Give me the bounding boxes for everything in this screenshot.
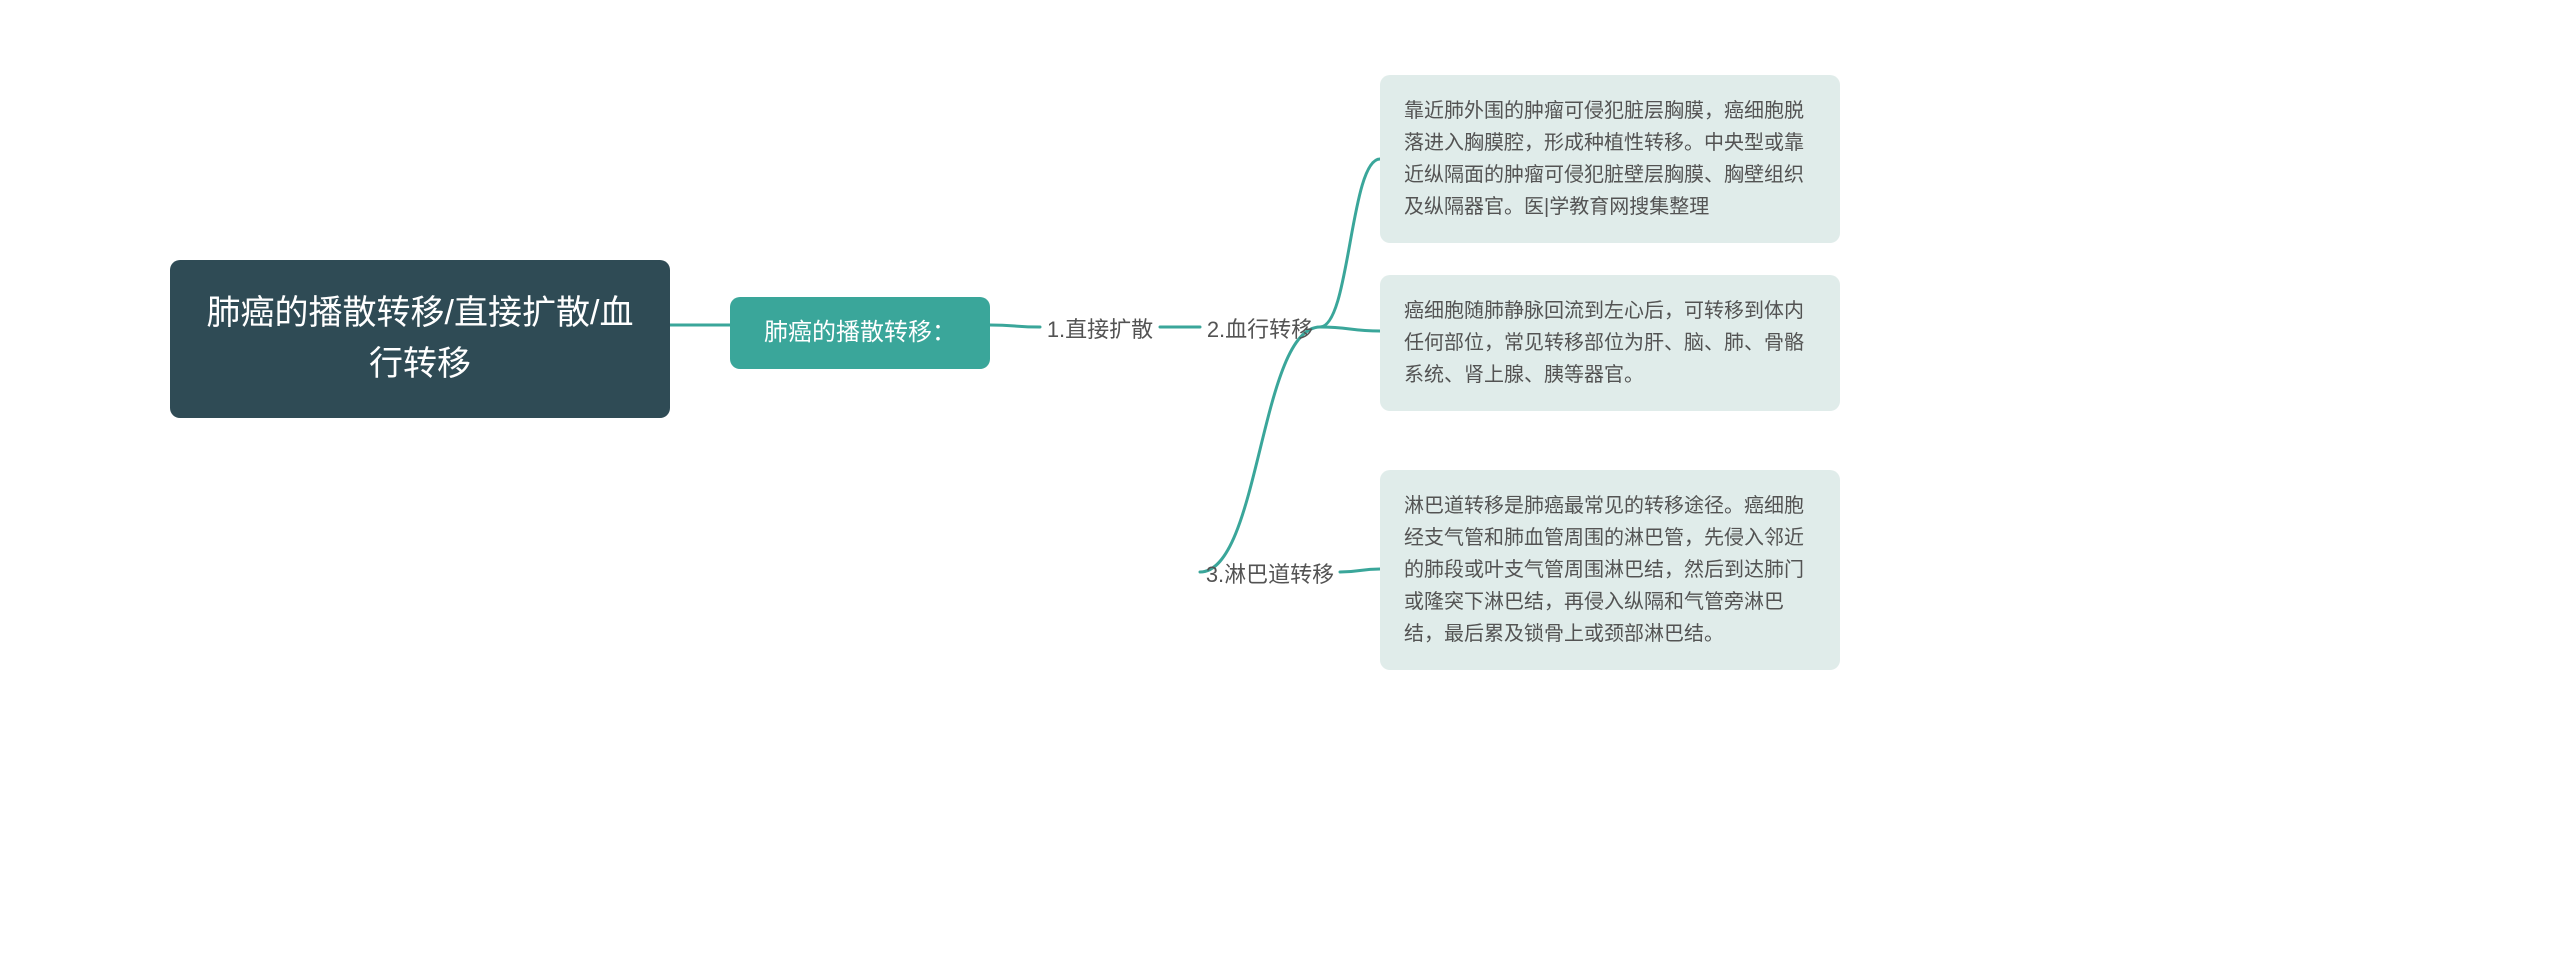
connectors-layer (0, 0, 2560, 965)
root-node: 肺癌的播散转移/直接扩散/血行转移 (170, 260, 670, 418)
leaf-node-lymphatic: 3.淋巴道转移 (1200, 558, 1340, 591)
leaf-node-direct-spread: 1.直接扩散 (1040, 313, 1160, 346)
mindmap-canvas: 肺癌的播散转移/直接扩散/血行转移 肺癌的播散转移： 1.直接扩散 2.血行转移… (0, 0, 2560, 965)
detail-node-3: 淋巴道转移是肺癌最常见的转移途径。癌细胞经支气管和肺血管周围的淋巴管，先侵入邻近… (1380, 470, 1840, 670)
detail-node-1: 靠近肺外围的肿瘤可侵犯脏层胸膜，癌细胞脱落进入胸膜腔，形成种植性转移。中央型或靠… (1380, 75, 1840, 243)
detail-node-2: 癌细胞随肺静脉回流到左心后，可转移到体内任何部位，常见转移部位为肝、脑、肺、骨骼… (1380, 275, 1840, 411)
sub-node: 肺癌的播散转移： (730, 297, 990, 369)
leaf-node-hematogenous: 2.血行转移 (1200, 313, 1320, 346)
